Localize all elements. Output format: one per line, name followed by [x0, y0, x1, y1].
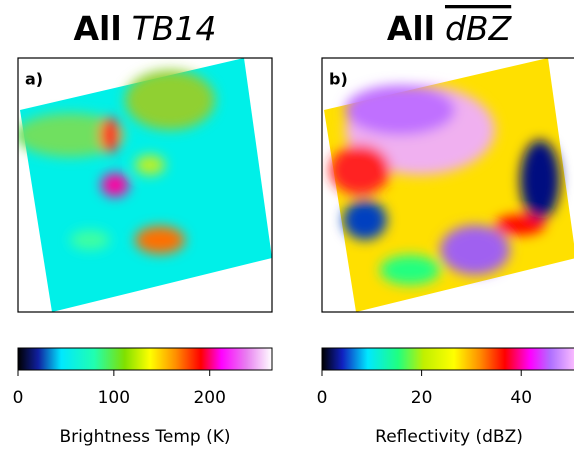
colorbar	[17, 347, 273, 371]
image-a	[18, 58, 272, 312]
x-tick-label: 0	[317, 388, 328, 408]
colorbar	[321, 347, 574, 371]
x-tick-label: 20	[411, 388, 433, 408]
panel-label: b)	[329, 70, 348, 89]
x-tick-label: 200	[193, 388, 225, 408]
image-b	[324, 58, 574, 312]
x-tick-label: 100	[98, 388, 130, 408]
title-text: All	[387, 9, 435, 48]
title-symbol: dBZ	[445, 9, 513, 48]
title-text: All	[74, 9, 122, 48]
x-tick-label: 40	[510, 388, 532, 408]
x-axis-label: Reflectivity (dBZ)	[375, 427, 523, 447]
panel-frame	[321, 57, 574, 313]
x-tick-label: 0	[13, 388, 24, 408]
panel-label: a)	[25, 70, 43, 89]
x-axis-label: Brightness Temp (K)	[59, 427, 230, 447]
chart-title: All TB14	[74, 9, 217, 48]
chart-title: All dBZ	[387, 9, 513, 48]
title-symbol: TB14	[132, 9, 217, 48]
panel-frame	[17, 57, 273, 313]
